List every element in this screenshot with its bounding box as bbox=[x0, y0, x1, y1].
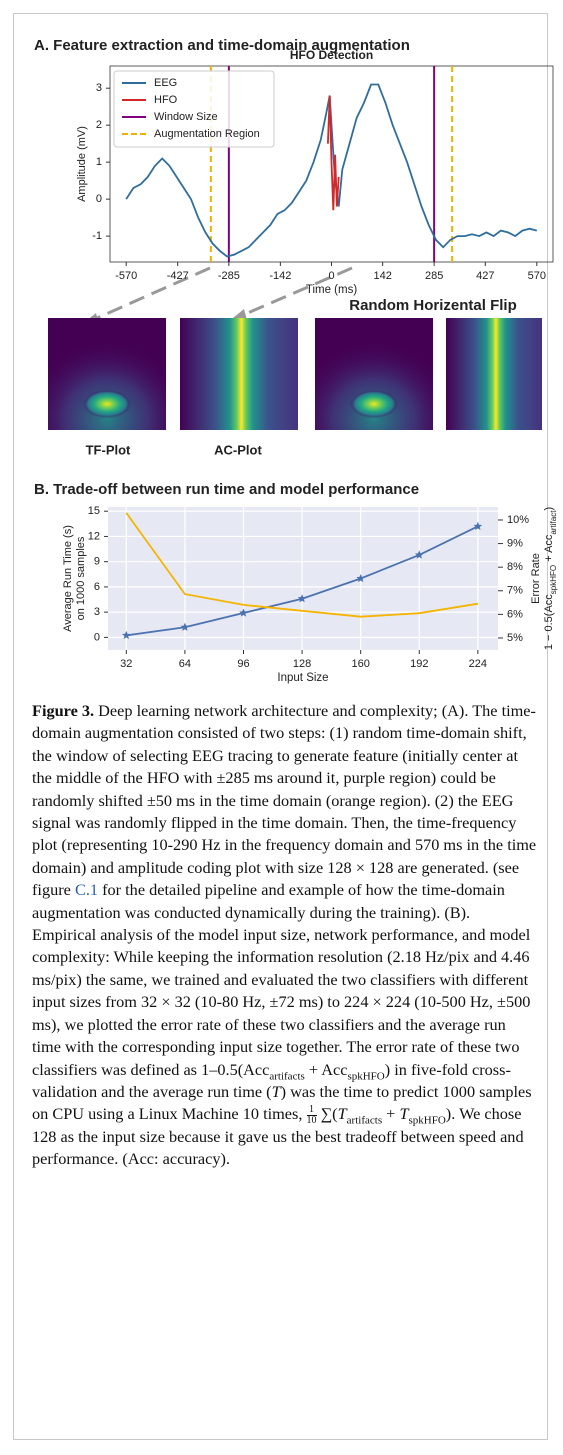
caption-symbol: T bbox=[271, 1081, 281, 1101]
x-axis-label: Input Size bbox=[277, 672, 328, 684]
y-axis-label: Average Run Time (s) bbox=[62, 525, 74, 632]
x-tick-label: 0 bbox=[328, 270, 334, 282]
y-tick-label: 1 bbox=[96, 156, 102, 168]
caption-text: + Acc bbox=[304, 1059, 348, 1079]
data-line bbox=[125, 512, 479, 618]
y2-tick-label: 10% bbox=[507, 514, 529, 526]
y-tick-label: 3 bbox=[96, 82, 102, 94]
y-tick-label: 0 bbox=[96, 193, 102, 205]
caption-symbol: T bbox=[399, 1104, 409, 1124]
y-tick-label: 0 bbox=[94, 631, 100, 643]
x-tick-label: -285 bbox=[218, 270, 240, 282]
caption-fraction: 1 10 bbox=[306, 1105, 317, 1127]
data-marker bbox=[239, 608, 248, 617]
x-tick-label: 64 bbox=[179, 658, 191, 670]
plot-background bbox=[108, 507, 498, 650]
y-axis-label: Amplitude (mV) bbox=[76, 126, 88, 202]
figure-caption: Figure 3. Deep learning network architec… bbox=[32, 700, 537, 1171]
y2-axis-label-part: artifact bbox=[549, 510, 558, 535]
panel-b-title: B. Trade-off between run time and model … bbox=[34, 481, 419, 498]
caption-text: ) in five-fold cross-validation and the … bbox=[32, 1059, 511, 1101]
arrow bbox=[235, 266, 353, 320]
y2-axis-label-part: spkHFO bbox=[549, 565, 558, 594]
y-tick-label: 3 bbox=[94, 606, 100, 618]
y-tick-label: 2 bbox=[96, 119, 102, 131]
figure: A. Feature extraction and time-domain au… bbox=[34, 37, 558, 684]
x-tick-label: 96 bbox=[237, 658, 249, 670]
y2-tick-label: 9% bbox=[507, 537, 523, 549]
caption-text: ). We chose 128 as the input size becaus… bbox=[32, 1104, 524, 1169]
flip-label: Random Horizental Flip bbox=[349, 297, 517, 314]
y-tick-label: 15 bbox=[88, 505, 100, 517]
caption-label: Figure 3. bbox=[32, 701, 95, 720]
panel-a-title: A. Feature extraction and time-domain au… bbox=[34, 37, 410, 54]
x-tick-label: 285 bbox=[425, 270, 443, 282]
x-tick-label: 427 bbox=[476, 270, 494, 282]
figure-link: C.1 bbox=[74, 880, 99, 900]
x-tick-label: 570 bbox=[528, 270, 546, 282]
caption-text: for the detailed pipeline and example of… bbox=[32, 880, 531, 1079]
fraction-part: 10 bbox=[306, 1115, 317, 1127]
data-marker bbox=[297, 594, 307, 603]
x-tick-label: 32 bbox=[120, 658, 132, 670]
tf-plot-image bbox=[48, 318, 166, 430]
x-tick-label: 142 bbox=[373, 270, 391, 282]
legend-box bbox=[113, 70, 275, 148]
caption-subscript: spkHFO bbox=[408, 1114, 446, 1127]
y2-axis-label-part: + Acc bbox=[543, 534, 555, 565]
y-tick-label: -1 bbox=[92, 230, 102, 242]
data-marker bbox=[473, 521, 483, 530]
y2-tick-label: 7% bbox=[507, 585, 523, 597]
y-tick-label: 12 bbox=[88, 530, 100, 542]
y-tick-label: 9 bbox=[94, 556, 100, 568]
caption-text: Deep learning network architecture and c… bbox=[32, 701, 537, 900]
x-tick-label: -570 bbox=[115, 270, 137, 282]
y2-axis-label-part: 1 − 0.5(Acc bbox=[543, 594, 555, 650]
x-tick-label: 128 bbox=[293, 658, 311, 670]
x-axis-label: Time (ms) bbox=[306, 284, 357, 296]
caption-text: ∑( bbox=[316, 1104, 338, 1124]
data-line bbox=[327, 95, 340, 211]
arrow bbox=[87, 266, 211, 324]
x-tick-label: 160 bbox=[351, 658, 369, 670]
data-marker bbox=[180, 622, 190, 631]
legend-label: Window Size bbox=[154, 111, 218, 123]
legend-label: HFO bbox=[154, 94, 178, 106]
x-tick-label: 192 bbox=[410, 658, 428, 670]
fraction-part: 1 bbox=[306, 1105, 317, 1117]
legend-label: Augmentation Region bbox=[154, 128, 260, 140]
y-tick-label: 6 bbox=[94, 581, 100, 593]
x-tick-label: 224 bbox=[469, 658, 487, 670]
tf-label: TF-Plot bbox=[86, 442, 131, 457]
data-marker bbox=[415, 550, 424, 559]
caption-text: ) was the time to predict 1000 samples o… bbox=[32, 1081, 532, 1124]
data-line bbox=[125, 83, 538, 258]
ac-plot-flipped-image bbox=[446, 318, 542, 430]
caption-subscript: artifacts bbox=[346, 1114, 383, 1127]
caption-subscript: artifacts bbox=[269, 1069, 305, 1082]
legend-label: EEG bbox=[154, 77, 177, 89]
y2-axis-label: Error Rate bbox=[530, 553, 542, 604]
caption-subscript: spkHFO bbox=[347, 1069, 385, 1082]
caption-symbol: T bbox=[337, 1104, 347, 1124]
y2-axis-label: 1 − 0.5(AccspkHFO + Accartifact) bbox=[543, 507, 558, 650]
plot-frame bbox=[109, 65, 554, 263]
y-axis-label: on 1000 samples bbox=[75, 536, 87, 620]
x-tick-label: -427 bbox=[167, 270, 189, 282]
caption-text: + bbox=[382, 1104, 400, 1124]
y2-tick-label: 5% bbox=[507, 632, 523, 644]
data-marker bbox=[356, 574, 365, 583]
tf-plot-flipped-image bbox=[315, 318, 433, 430]
ac-plot-image bbox=[180, 318, 298, 430]
y2-tick-label: 8% bbox=[507, 561, 523, 573]
data-marker bbox=[122, 630, 131, 639]
ac-label: AC-Plot bbox=[214, 442, 262, 457]
figure-frame bbox=[13, 13, 548, 1440]
y2-axis-label-part: ) bbox=[543, 507, 555, 511]
y2-tick-label: 6% bbox=[507, 608, 523, 620]
chart-title: HFO Detection bbox=[290, 48, 373, 62]
x-tick-label: -142 bbox=[269, 270, 291, 282]
